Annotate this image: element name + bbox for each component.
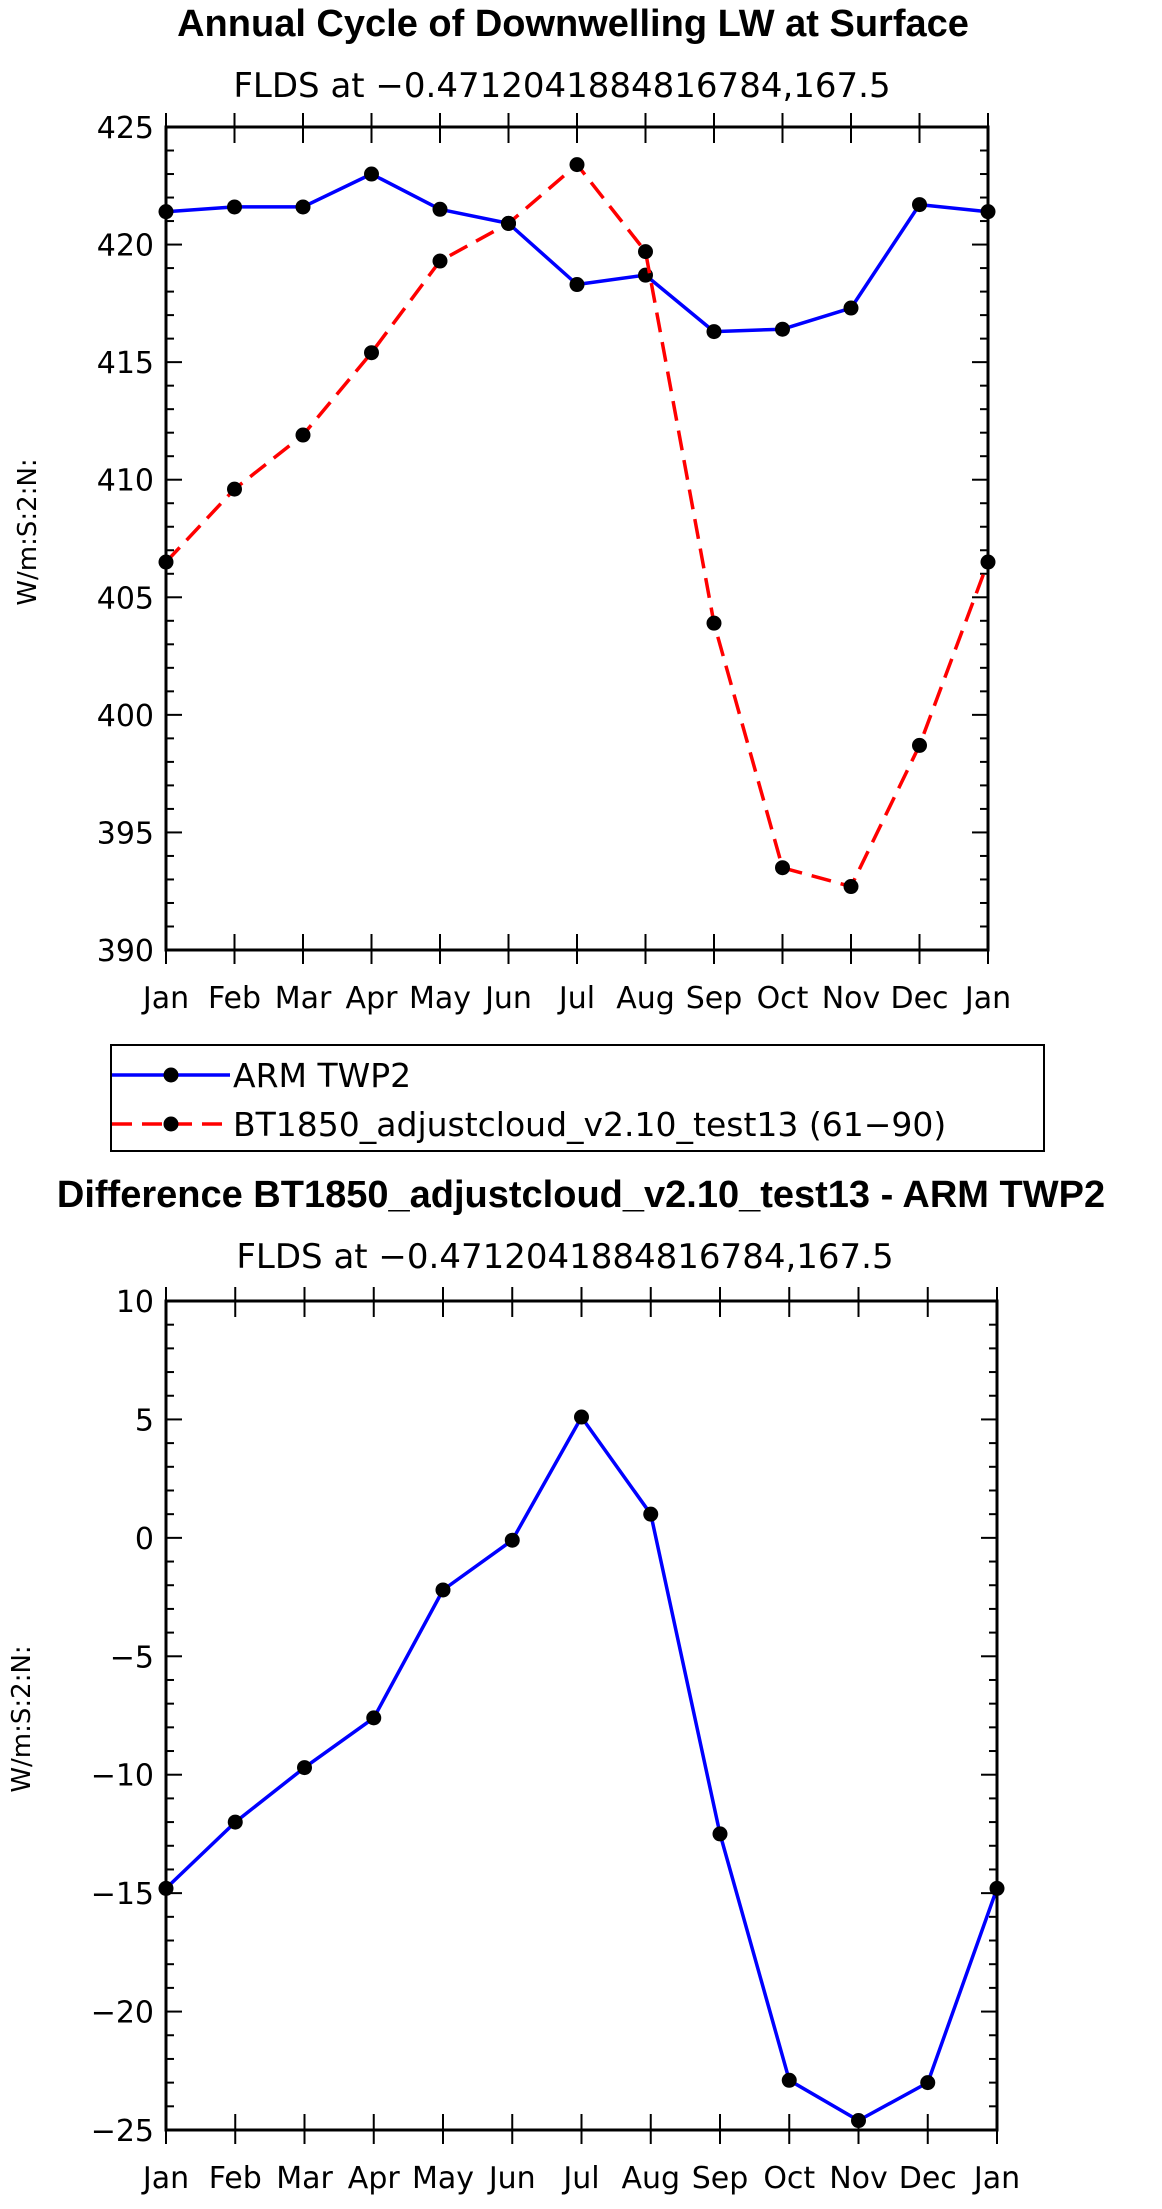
data-point [504, 1532, 520, 1548]
legend-label-arm: ARM TWP2 [233, 1056, 411, 1095]
data-point [432, 201, 448, 217]
data-point [569, 157, 585, 173]
data-point [364, 166, 379, 182]
data-point [843, 300, 859, 316]
chart-1-series [158, 157, 996, 895]
x-tick-label: Aug [616, 981, 675, 1016]
x-tick-label: Oct [763, 2161, 815, 2196]
x-tick-label: Nov [822, 981, 881, 1016]
y-tick-label: −5 [110, 1640, 154, 1675]
data-point [638, 267, 653, 283]
data-point [297, 1760, 312, 1776]
legend-label-model: BT1850_adjustcloud_v2.10_test13 (61−90) [233, 1105, 946, 1144]
series-line-0 [164, 1415, 999, 2123]
data-point [912, 737, 927, 753]
data-point [781, 2072, 797, 2088]
y-tick-label: 415 [97, 346, 154, 381]
x-tick-label: Jan [963, 981, 1011, 1016]
data-point [843, 879, 859, 895]
x-tick-label: Jan [141, 2161, 189, 2196]
x-tick-label: Apr [348, 2161, 401, 2196]
x-tick-label: Jul [561, 2161, 599, 2196]
data-point [366, 1710, 382, 1726]
y-tick-label: −15 [91, 1877, 154, 1912]
data-point [227, 481, 242, 497]
y-tick-label: −20 [91, 1996, 154, 2031]
x-tick-label: Feb [209, 2161, 262, 2196]
x-tick-label: Aug [621, 2161, 680, 2196]
data-point [435, 1582, 451, 1598]
x-tick-label: Jan [972, 2161, 1020, 2196]
y-tick-label: 420 [97, 229, 154, 264]
chart-2-series [158, 1409, 1005, 2129]
chart-1-frame [164, 125, 990, 952]
chart-2-frame [164, 1299, 999, 2132]
x-tick-label: Sep [686, 981, 743, 1016]
data-point [501, 215, 516, 231]
data-point [912, 197, 927, 213]
x-tick-label: May [409, 981, 471, 1016]
chart-1-ticks: 390 395 400 405 410 415 420 425 Jan Feb Mar Apr May J… [97, 111, 1011, 1016]
data-point [775, 860, 790, 876]
data-point [638, 244, 653, 260]
x-tick-label: Mar [276, 2161, 333, 2196]
x-tick-label: Jun [483, 981, 532, 1016]
x-tick-label: Jun [487, 2161, 536, 2196]
y-tick-label: 5 [135, 1403, 154, 1438]
chart-1-title: Annual Cycle of Downwelling LW at Surfac… [177, 3, 969, 45]
data-point [364, 345, 379, 361]
y-tick-label: 10 [116, 1285, 154, 1320]
y-tick-label: 0 [135, 1522, 154, 1557]
y-tick-label: −10 [91, 1759, 154, 1794]
data-point [574, 1409, 589, 1425]
chart-1: Annual Cycle of Downwelling LW at Surfac… [13, 3, 1011, 1016]
series-line-1 [164, 162, 990, 889]
x-tick-label: Jan [141, 981, 189, 1016]
y-tick-label: 400 [97, 699, 154, 734]
y-tick-label: 395 [97, 816, 154, 851]
data-point [851, 2113, 866, 2129]
data-point [712, 1826, 728, 1842]
legend-box [110, 1044, 1045, 1152]
x-tick-label: Mar [275, 981, 332, 1016]
x-tick-label: Sep [692, 2161, 749, 2196]
y-tick-label: 410 [97, 464, 154, 499]
data-point [432, 253, 448, 269]
legend-marker-arm [163, 1067, 179, 1083]
data-point [775, 321, 790, 337]
x-tick-label: Dec [890, 981, 948, 1016]
legend: ARM TWP2 BT1850_adjustcloud_v2.10_test13… [110, 1044, 1045, 1152]
chart-1-ylabel: W/m:S:2:N: [13, 458, 43, 605]
y-tick-label: 405 [97, 581, 154, 616]
chart-2-subtitle: FLDS at −0.4712041884816784,167.5 [236, 1237, 893, 1277]
y-tick-label: 390 [97, 934, 154, 969]
legend-marker-model [163, 1116, 179, 1132]
x-tick-label: Oct [757, 981, 809, 1016]
data-point [295, 199, 311, 215]
data-point [227, 199, 242, 215]
x-tick-label: Apr [346, 981, 399, 1016]
x-tick-label: Dec [899, 2161, 957, 2196]
y-tick-label: −25 [91, 2114, 154, 2149]
data-point [569, 277, 585, 293]
x-tick-label: May [412, 2161, 474, 2196]
chart-2: Difference BT1850_adjustcloud_v2.10_test… [7, 1174, 1105, 2196]
chart-1-subtitle: FLDS at −0.4712041884816784,167.5 [233, 66, 890, 106]
data-point [706, 615, 722, 631]
x-tick-label: Nov [829, 2161, 888, 2196]
x-tick-label: Jul [557, 981, 595, 1016]
y-tick-label: 425 [97, 111, 154, 146]
chart-2-ylabel: W/m:S:2:N: [7, 1645, 37, 1792]
data-point [920, 2075, 936, 2091]
chart-2-title: Difference BT1850_adjustcloud_v2.10_test… [57, 1174, 1105, 1216]
x-tick-label: Feb [208, 981, 261, 1016]
chart-2-ticks: −25 −20 −15 −10 −5 0 5 10 Jan Feb Mar Apr May Jun Jul A… [91, 1285, 1020, 2196]
data-point [706, 324, 722, 340]
data-point [295, 427, 311, 443]
data-point [643, 1506, 659, 1522]
series-line-0 [165, 172, 989, 334]
data-point [227, 1814, 243, 1830]
